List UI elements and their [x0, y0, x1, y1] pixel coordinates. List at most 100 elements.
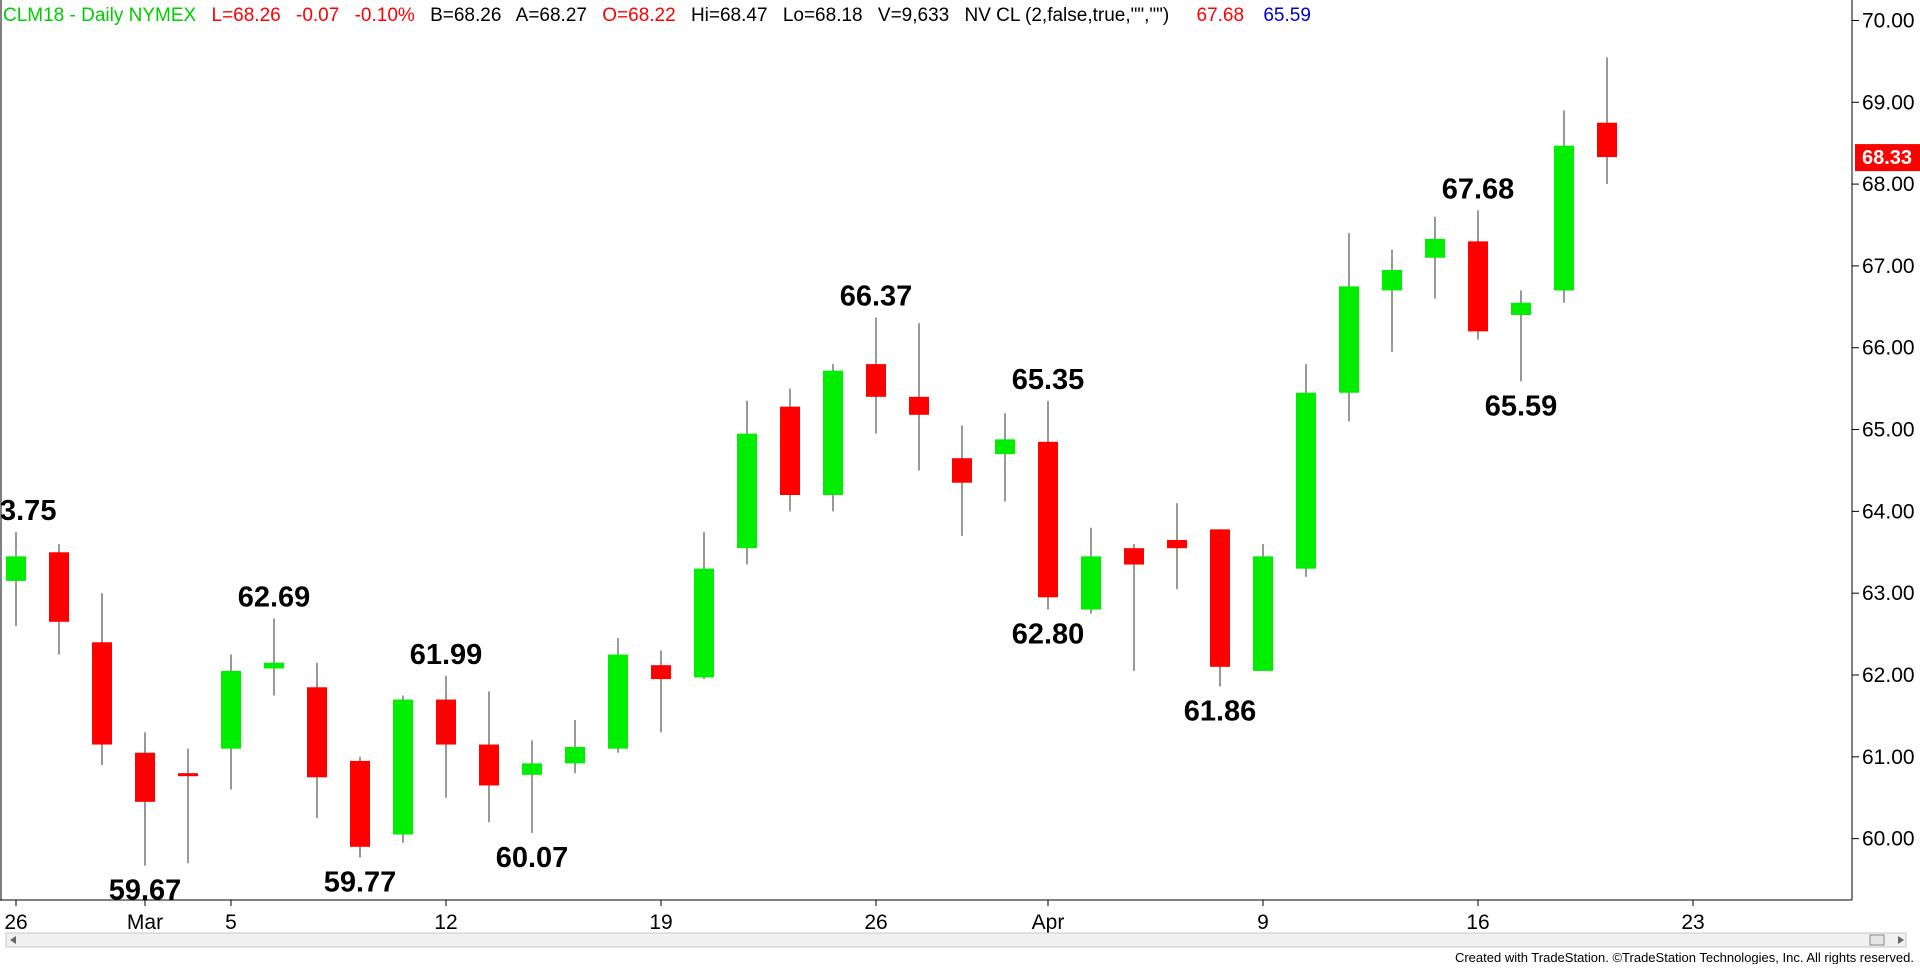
candle [565, 720, 585, 774]
price-tick-label: 70.00 [1862, 9, 1915, 32]
price-annotation: 62.69 [238, 582, 311, 614]
candle-body-down [780, 406, 800, 495]
price-annotation: 65.35 [1012, 364, 1085, 396]
scroll-right-arrow-icon[interactable] [1898, 936, 1904, 944]
candle [307, 662, 327, 819]
candle [522, 740, 542, 833]
price-tick-label: 63.00 [1862, 582, 1915, 605]
candle-body-down [866, 364, 886, 397]
candle-body-down [479, 744, 499, 786]
time-tick-label: 19 [649, 911, 672, 934]
candle [49, 544, 69, 655]
candle-body-down [1124, 548, 1144, 565]
candle-body-up [522, 763, 542, 775]
candle-body-up [823, 370, 843, 495]
header-open: O=68.22 [602, 5, 675, 26]
candle-body-down [909, 396, 929, 415]
candle-body-up [608, 654, 628, 749]
candle-body-up [694, 568, 714, 678]
candle-body-down [1210, 529, 1230, 667]
time-tick-label: 5 [225, 911, 237, 934]
candle [737, 400, 757, 565]
header-bid: B=68.26 [430, 5, 501, 26]
time-tick-label: 26 [4, 911, 27, 934]
time-tick-label: 23 [1681, 911, 1704, 934]
last-price-tag-bg [1855, 144, 1920, 172]
candle [1468, 210, 1488, 340]
candle [1167, 503, 1187, 590]
time-tick-label: 26 [864, 911, 887, 934]
header-pct: -0.10% [355, 5, 415, 26]
price-annotation: 3.75 [0, 495, 56, 527]
candle [350, 756, 370, 858]
candle-body-down [651, 665, 671, 680]
candle [135, 732, 155, 866]
price-annotation: 66.37 [840, 280, 913, 312]
candle [780, 388, 800, 512]
candle [1210, 529, 1230, 687]
header-volume: V=9,633 [878, 5, 949, 26]
price-annotation: 61.86 [1184, 695, 1257, 727]
candle [92, 593, 112, 765]
candle-body-up [1253, 556, 1273, 671]
price-annotation: 61.99 [410, 639, 483, 671]
price-tick-label: 61.00 [1862, 746, 1915, 769]
time-tick-label: 16 [1466, 911, 1489, 934]
horizontal-scrollbar[interactable] [5, 932, 1907, 948]
price-tick-label: 68.00 [1862, 173, 1915, 196]
header-ind-val2: 65.59 [1263, 5, 1311, 26]
candle [436, 675, 456, 798]
header-ind-val1: 67.68 [1197, 5, 1245, 26]
candle [1339, 233, 1359, 422]
header-high: Hi=68.47 [691, 5, 768, 26]
candle-body-down [307, 687, 327, 778]
header-ask: A=68.27 [516, 5, 587, 26]
header-low: Lo=68.18 [783, 5, 863, 26]
price-annotation: 59.67 [109, 875, 182, 907]
candle-body-down [135, 752, 155, 802]
candle-body-down [952, 458, 972, 483]
candle-body-up [1296, 392, 1316, 569]
scroll-left-arrow-icon[interactable] [10, 936, 16, 944]
candle-body-up [221, 670, 241, 749]
candle [1253, 544, 1273, 671]
price-annotation: 67.68 [1442, 173, 1515, 205]
header-change: -0.07 [296, 5, 339, 26]
candle [221, 654, 241, 790]
candle [995, 413, 1015, 502]
candle [1511, 290, 1531, 382]
candle-body-up [1081, 556, 1101, 610]
candle-body-up [1382, 270, 1402, 291]
candle [1038, 400, 1058, 610]
candle-body-down [1597, 122, 1617, 158]
candle-body-down [350, 760, 370, 847]
candle-body-down [49, 552, 69, 622]
candle [1081, 527, 1101, 614]
scrollbar-track[interactable] [5, 932, 1907, 948]
candle [909, 323, 929, 471]
candle-body-down [178, 773, 198, 777]
candle [1382, 249, 1402, 352]
candle [264, 618, 284, 696]
price-tick-label: 64.00 [1862, 500, 1915, 523]
candle-body-up [1511, 302, 1531, 315]
price-annotation: 59.77 [324, 866, 397, 898]
candle-body-down [1167, 540, 1187, 549]
candle [952, 425, 972, 536]
candle [866, 317, 886, 434]
candle [393, 695, 413, 843]
candle-body-up [1554, 145, 1574, 291]
header-line: CLM18 - Daily NYMEX L=68.26 -0.07 -0.10%… [3, 5, 1311, 26]
candle [1597, 57, 1617, 185]
candle [1425, 216, 1445, 299]
price-annotation: 65.59 [1485, 390, 1558, 422]
candle-body-up [6, 556, 26, 581]
candle [651, 650, 671, 733]
candle-body-up [995, 439, 1015, 455]
candle [694, 531, 714, 680]
time-axis: 26 Mar 5 12 19 26 Apr 9 16 23 [4, 900, 1705, 934]
candle-body-up [393, 699, 413, 835]
scrollbar-thumb[interactable] [1869, 934, 1885, 946]
